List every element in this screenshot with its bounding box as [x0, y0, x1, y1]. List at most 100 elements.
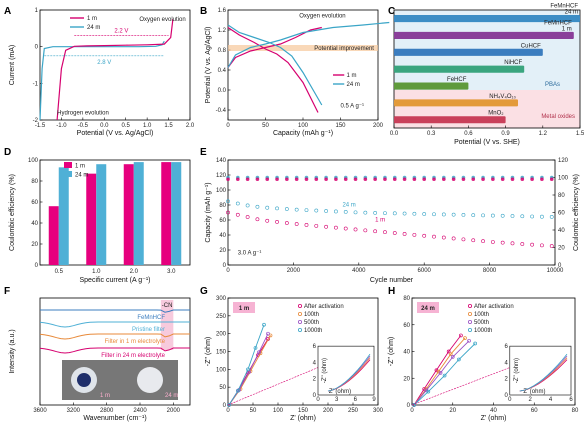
x-tick-label: 150	[335, 123, 346, 129]
inset-x-label: Z' (ohm)	[329, 389, 351, 395]
panel-label-h: H	[388, 286, 395, 297]
y-tick-label: 40	[403, 350, 410, 356]
inset-x-tick: 6	[569, 397, 573, 403]
nyquist-point	[448, 352, 453, 357]
spectrum-line	[39, 321, 190, 328]
y-tick-label: 60	[558, 211, 565, 217]
spectrum-label: FeMnHCF	[137, 315, 165, 321]
ce-point	[549, 177, 554, 182]
y-tick-label: 80	[31, 179, 38, 185]
inset-y-tick: 0	[313, 393, 317, 399]
nyquist-point	[257, 350, 261, 355]
x-tick-label: 1.0	[143, 123, 152, 129]
ce-point	[314, 177, 319, 182]
capacity-point	[481, 213, 485, 218]
x-tick-label: 200	[373, 123, 384, 129]
window-label-1m: 2.2 V	[114, 29, 128, 35]
panel-d: 0 20 40 60 80 100 Coulombic efficiency (%) Spec…	[9, 158, 191, 284]
panel-label-f: F	[4, 286, 10, 297]
legend-swatch	[64, 171, 72, 177]
nyquist-point	[446, 349, 451, 354]
y-tick-label: 60	[31, 200, 38, 206]
capacity-point	[334, 209, 338, 214]
ce-point	[540, 177, 544, 182]
panel-b: 0 50 100 150 200 -0.4 0.0 0.4 0.8 1.2 1.6 Capacity …	[205, 8, 390, 137]
ce-point	[422, 177, 427, 182]
nyquist-point	[253, 346, 258, 350]
y-tick-label: 80	[403, 296, 410, 302]
ce-point	[265, 177, 270, 182]
capacity-point	[363, 228, 368, 233]
inset-frame	[509, 345, 572, 396]
x-tick-label: 50	[262, 123, 269, 129]
legend-swatch	[467, 327, 472, 332]
legend-swatch	[64, 162, 72, 168]
capacity-point	[304, 208, 309, 213]
y-tick-label: 0	[558, 263, 562, 269]
x-tick-label: 150	[298, 408, 309, 414]
bar-label: FeMnHCF	[544, 20, 572, 26]
y-tick-label: 20	[219, 248, 226, 254]
bar	[48, 206, 59, 265]
legend-swatch	[467, 311, 472, 316]
inset-x-tick: 0	[316, 397, 320, 403]
x-tick-label: 2.0	[130, 269, 139, 275]
plot-frame	[39, 159, 191, 266]
zoom-guide	[227, 367, 319, 406]
capacity-point	[284, 221, 289, 225]
capacity-point	[255, 217, 260, 222]
x-tick-label: 0	[226, 408, 230, 414]
photo-label-24m: 24 m	[165, 393, 178, 399]
ce-point	[392, 177, 397, 182]
plot-frame	[39, 9, 191, 121]
spectrum-line	[39, 333, 190, 340]
capacity-point	[490, 240, 495, 244]
x-tick-label: 50	[250, 408, 257, 414]
bar-label: FeHCF	[447, 77, 467, 83]
bar	[394, 99, 518, 107]
x-tick-label: 0.0	[390, 131, 399, 137]
bar	[394, 15, 580, 23]
capacity-point	[490, 213, 495, 218]
nyquist-point	[246, 367, 250, 372]
legend-label: 500th	[304, 320, 319, 326]
ce-point	[294, 177, 299, 182]
x-tick-label: 100	[298, 123, 309, 129]
x-tick-label: 4000	[352, 268, 366, 274]
ce-point	[343, 177, 348, 182]
bar-label: CuHCF	[521, 43, 541, 49]
nyquist-line	[413, 343, 476, 406]
inset-x-tick: 6	[354, 397, 358, 403]
x-tick-label: 2800	[100, 408, 114, 414]
capacity-point	[432, 212, 436, 217]
panel-label-d: D	[4, 147, 11, 158]
y-tick-label: 200	[216, 332, 227, 338]
title-badge	[233, 302, 255, 313]
nyquist-point	[442, 373, 447, 378]
capacity-point	[530, 242, 535, 247]
inset-x-tick: 9	[372, 397, 376, 403]
inset-x-label: Z' (ohm)	[523, 389, 545, 395]
legend-label: 1000th	[474, 328, 492, 334]
capacity-point	[363, 210, 368, 215]
spectrum-label: Filter in 24 m electrolyte	[101, 353, 165, 359]
inset-y-tick: 0	[504, 393, 508, 399]
capacity-point	[412, 211, 417, 216]
x-tick-label: 0.5	[55, 269, 64, 275]
spectrum-line	[39, 347, 190, 354]
x-tick-label: 100	[273, 408, 284, 414]
x-tick-label: 3200	[67, 408, 81, 414]
y-tick-label: 40	[558, 228, 565, 234]
y-tick-label: 150	[216, 350, 227, 356]
capacity-point	[520, 242, 525, 246]
y-tick-label: 1.2	[218, 28, 227, 34]
panel-title: 1 m	[239, 306, 249, 312]
legend-label: After activation	[474, 304, 514, 310]
capacity-point	[451, 212, 456, 217]
annotation-1m: 1 m	[375, 218, 385, 224]
panel-title: 24 m	[421, 306, 435, 312]
x-tick-label: 0.0	[100, 123, 109, 129]
x-axis-label: Potential (V vs. Ag/AgCl)	[77, 130, 154, 137]
ce-point	[373, 177, 377, 182]
nyquist-line	[413, 337, 466, 406]
